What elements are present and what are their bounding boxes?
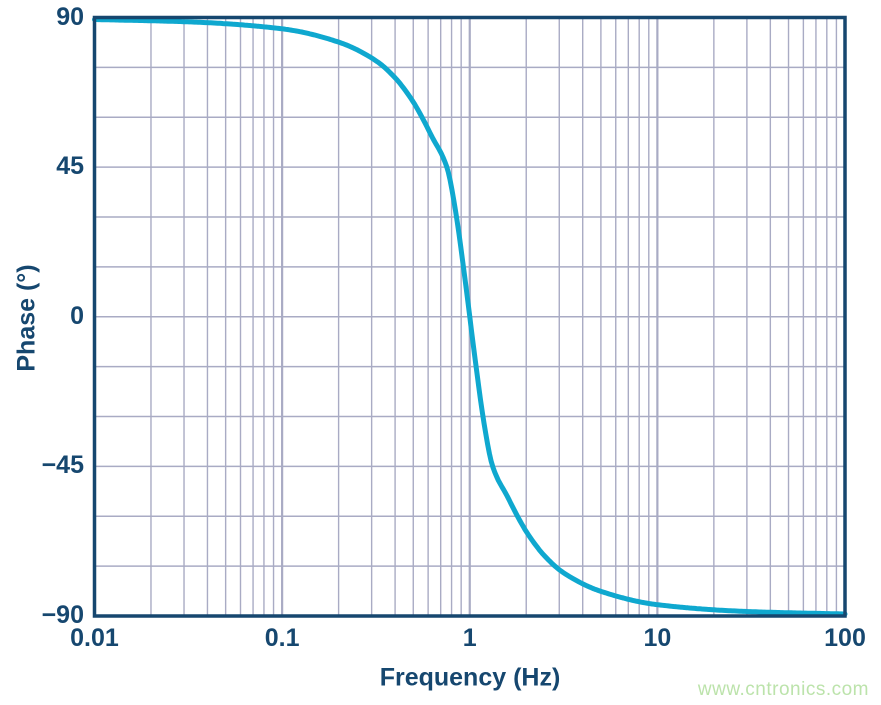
x-axis-title: Frequency (Hz) (379, 663, 561, 692)
y-tick-label: −45 (41, 451, 84, 480)
y-tick-label: 45 (56, 152, 84, 181)
y-tick-label: −90 (41, 601, 84, 629)
y-tick-label: 90 (56, 2, 84, 31)
x-tick-label: 0.01 (70, 624, 119, 652)
x-tick-label: 10 (643, 624, 672, 652)
watermark: www.cntronics.com (697, 679, 869, 700)
y-axis-title-text: Phase (°) (12, 264, 41, 372)
plot-frame (92, 15, 847, 618)
phase-curve (92, 17, 848, 617)
y-tick-label: 0 (70, 301, 84, 330)
x-tick-label: 100 (824, 624, 866, 652)
x-tick-label: 1 (462, 624, 477, 652)
x-tick-label: 0.1 (264, 624, 300, 652)
y-axis-title: Phase (°) (13, 264, 42, 371)
